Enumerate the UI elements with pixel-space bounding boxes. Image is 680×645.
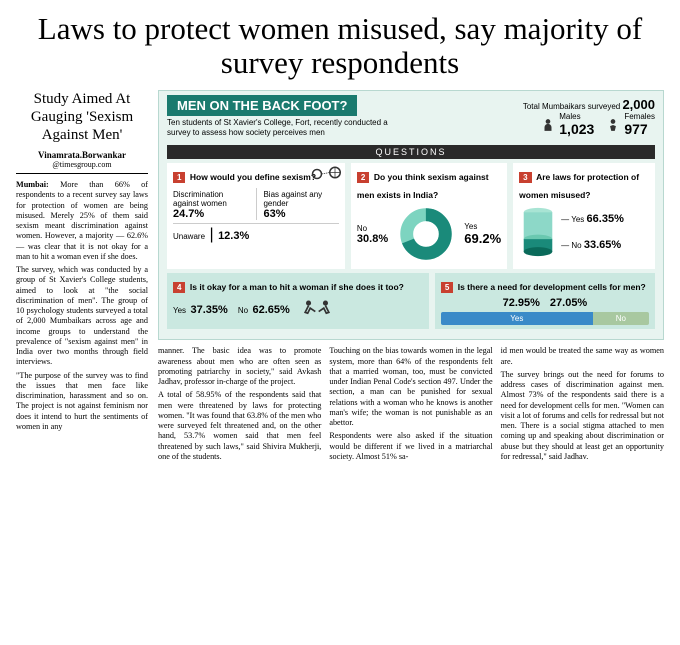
q1-opt1-pct: 24.7% <box>173 208 248 220</box>
q5-no-pct: 27.05% <box>550 297 587 309</box>
q1-num: 1 <box>173 172 185 183</box>
right-column: MEN ON THE BACK FOOT? Ten students of St… <box>158 90 664 465</box>
left-p2: The survey, which was conducted by a gro… <box>16 265 148 368</box>
q2-yes-label: Yes <box>464 222 501 231</box>
left-column: Study Aimed At Gauging 'Sexism Against M… <box>16 90 148 465</box>
q4-num: 4 <box>173 282 185 293</box>
q4-text: Is it okay for a man to hit a woman if s… <box>190 282 404 292</box>
q1-opt1-label: Discrimination against women <box>173 190 248 208</box>
infobox-header: MEN ON THE BACK FOOT? Ten students of St… <box>167 97 655 141</box>
question-2: 2 Do you think sexism against men exists… <box>351 163 507 269</box>
questions-row-1: 1 How would you define sexism? Discrimin… <box>167 163 655 269</box>
body-col-3: id men would be treated the same way as … <box>501 346 664 465</box>
gender-breakdown: Males1,023 Females977 <box>523 112 655 137</box>
question-3: 3 Are laws for protection of women misus… <box>513 163 655 269</box>
total-surveyed: Total Mumbaikars surveyed 2,000 <box>523 97 655 112</box>
q3-no-label: No <box>571 241 581 250</box>
total-label: Total Mumbaikars surveyed <box>523 102 620 111</box>
left-body: Mumbai: More than 66% of respondents to … <box>16 180 148 432</box>
questions-row-2: 4 Is it okay for a man to hit a woman if… <box>167 273 655 329</box>
byline: Vinamrata.Borwankar @timesgroup.com <box>16 150 148 174</box>
byline-handle: @timesgroup.com <box>16 160 148 169</box>
q3-text: Are laws for protection of women misused… <box>519 172 639 200</box>
byline-name: Vinamrata.Borwankar <box>38 150 126 160</box>
q2-no-label: No <box>357 224 388 233</box>
left-p1: More than 66% of respondents to a recent… <box>16 180 148 261</box>
infobox-subhead: Ten students of St Xavier's College, For… <box>167 118 407 137</box>
questions-bar: QUESTIONS <box>167 145 655 159</box>
q1-opt2-pct: 63% <box>263 208 338 220</box>
females-label: Females <box>624 112 655 121</box>
newspaper-page: Laws to protect women misused, say major… <box>0 0 680 645</box>
male-icon <box>541 118 555 132</box>
males-label: Males <box>559 112 594 121</box>
q2-no-pct: 30.8% <box>357 233 388 245</box>
headline: Laws to protect women misused, say major… <box>16 12 664 80</box>
handcuff-icon <box>311 165 341 183</box>
female-icon <box>606 118 620 132</box>
q5-num: 5 <box>441 282 453 293</box>
females-stat: Females977 <box>606 112 655 137</box>
q4-yes-label: Yes <box>173 306 186 315</box>
q2-donut-chart <box>399 207 453 261</box>
body-col-1: manner. The basic idea was to promote aw… <box>158 346 321 465</box>
q2-text: Do you think sexism against men exists i… <box>357 172 489 200</box>
dateline: Mumbai: <box>16 180 49 189</box>
males-num: 1,023 <box>559 121 594 137</box>
q5-bar-chart: Yes No <box>441 312 649 325</box>
content-row: Study Aimed At Gauging 'Sexism Against M… <box>16 90 664 465</box>
q4-no-pct: 62.65% <box>253 304 290 316</box>
q3-no-pct: 33.65% <box>584 239 621 251</box>
q2-num: 2 <box>357 172 369 183</box>
left-p3: "The purpose of the survey was to find t… <box>16 371 148 433</box>
fight-icon <box>300 298 334 320</box>
infobox-title: MEN ON THE BACK FOOT? <box>167 95 357 116</box>
q3-cylinder-chart <box>519 207 557 257</box>
q5-yes-pct: 72.95% <box>503 297 540 309</box>
q1-text: How would you define sexism? <box>190 172 316 182</box>
q5-text: Is there a need for development cells fo… <box>458 282 646 292</box>
q1-options: Discrimination against women24.7% Bias a… <box>173 188 339 220</box>
question-5: 5 Is there a need for development cells … <box>435 273 655 329</box>
q4-yes-pct: 37.35% <box>191 304 228 316</box>
kicker: Study Aimed At Gauging 'Sexism Against M… <box>16 90 148 144</box>
q3-yes-pct: 66.35% <box>587 213 624 225</box>
q3-num: 3 <box>519 172 531 183</box>
q5-yes-bar: Yes <box>441 312 593 325</box>
question-4: 4 Is it okay for a man to hit a woman if… <box>167 273 429 329</box>
q3-yes-label: Yes <box>571 215 584 224</box>
q1-opt2-label: Bias against any gender <box>263 190 338 208</box>
q5-no-bar: No <box>593 312 649 325</box>
total-num: 2,000 <box>622 97 655 112</box>
infographic-box: MEN ON THE BACK FOOT? Ten students of St… <box>158 90 664 340</box>
body-col-2: Touching on the bias towards women in th… <box>329 346 492 465</box>
males-stat: Males1,023 <box>541 112 594 137</box>
question-1: 1 How would you define sexism? Discrimin… <box>167 163 345 269</box>
body-columns: manner. The basic idea was to promote aw… <box>158 346 664 465</box>
females-num: 977 <box>624 121 655 137</box>
q4-no-label: No <box>238 306 248 315</box>
q1-opt3-pct: 12.3% <box>218 230 249 242</box>
q2-yes-pct: 69.2% <box>464 231 501 246</box>
q1-opt3-label: Unaware <box>173 232 205 241</box>
